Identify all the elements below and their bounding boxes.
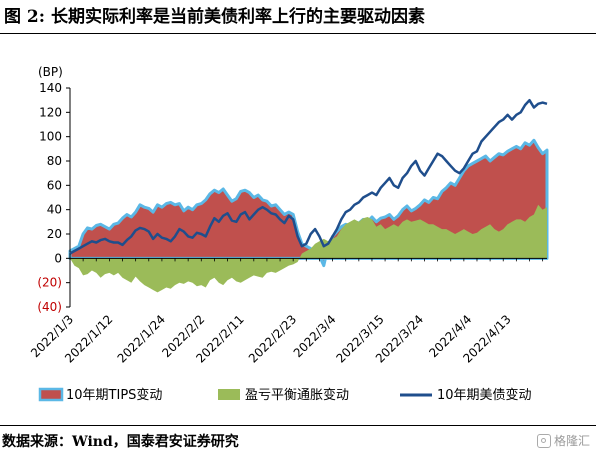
legend-label-tips: 10年期TIPS变动 — [66, 387, 162, 403]
x-tick-label: 2022/3/4 — [291, 312, 339, 360]
x-tick-label: 2022/1/24 — [115, 312, 168, 365]
chart-lines — [69, 98, 548, 255]
chart-title: 图 2: 长期实际利率是当前美债利率上行的主要驱动因素 — [4, 7, 425, 27]
y-unit-label: (BP) — [38, 65, 63, 79]
y-tick-label: 140 — [39, 81, 62, 95]
y-tick-label: 100 — [39, 130, 62, 144]
legend-swatch-breakeven — [218, 389, 240, 400]
y-tick-label: 80 — [47, 154, 62, 168]
x-tick-label: 2022/2/23 — [246, 312, 299, 365]
y-tick-label: (40) — [37, 300, 62, 314]
series-area-breakeven — [70, 204, 547, 293]
legend-label-nominal: 10年期美债变动 — [437, 387, 532, 403]
source-note: 数据来源：Wind，国泰君安证券研究 — [2, 434, 239, 450]
watermark: 格隆汇 — [536, 432, 590, 449]
y-tick-label: 40 — [47, 203, 62, 217]
y-tick-label: 60 — [47, 178, 62, 192]
y-tick-label: (20) — [37, 276, 62, 290]
legend-label-breakeven: 盈亏平衡通胀变动 — [245, 387, 349, 403]
y-tick-label: 20 — [47, 227, 62, 241]
legend: 10年期TIPS变动 盈亏平衡通胀变动 10年期美债变动 — [38, 387, 532, 403]
chart-axes — [69, 88, 547, 307]
watermark-logo-icon — [536, 433, 551, 448]
legend-swatch-tips — [38, 387, 64, 402]
chart-areas — [68, 138, 549, 293]
watermark-text: 格隆汇 — [553, 434, 590, 448]
title-divider — [0, 33, 596, 34]
chart: (BP) 140120100806040200(20)(40)2022/1/32… — [28, 65, 549, 403]
series-line-nominal — [69, 98, 548, 255]
footer-divider — [0, 425, 596, 426]
y-tick-label: 120 — [39, 105, 62, 119]
y-tick-label: 0 — [54, 251, 62, 265]
